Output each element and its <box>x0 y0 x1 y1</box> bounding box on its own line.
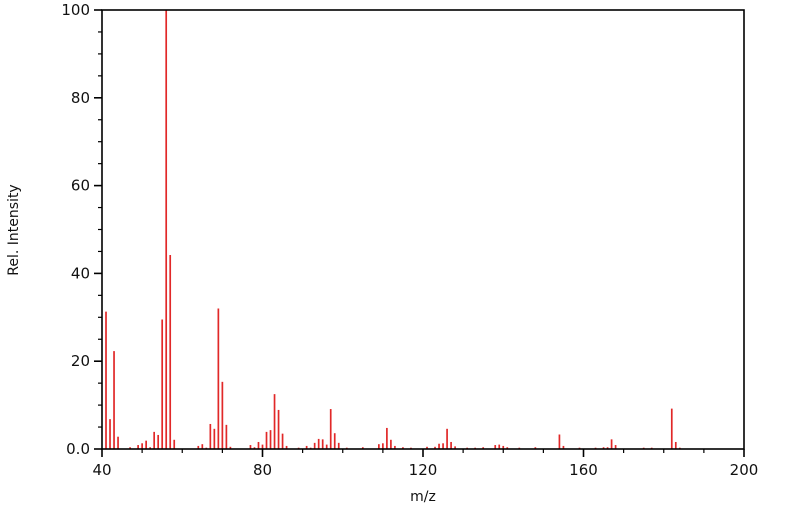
y-tick-label: 0.0 <box>66 440 90 458</box>
x-tick-label: 40 <box>92 461 111 479</box>
y-tick-label: 20 <box>71 352 90 370</box>
x-tick-label: 120 <box>409 461 438 479</box>
axes-group: 40 80 120 160 200 0.0 20 40 60 80 100 <box>61 1 758 479</box>
plot-frame <box>101 9 745 450</box>
y-tick-label: 100 <box>61 1 90 19</box>
y-tick-label: 80 <box>71 89 90 107</box>
x-axis-label: m/z <box>410 489 436 505</box>
y-axis-label: Rel. Intensity <box>6 184 22 275</box>
x-tick-label: 160 <box>569 461 598 479</box>
peaks-group <box>105 10 681 449</box>
y-tick-label: 60 <box>71 177 90 195</box>
x-tick-label: 200 <box>730 461 759 479</box>
y-tick-label: 40 <box>71 264 90 282</box>
x-tick-label: 80 <box>253 461 272 479</box>
